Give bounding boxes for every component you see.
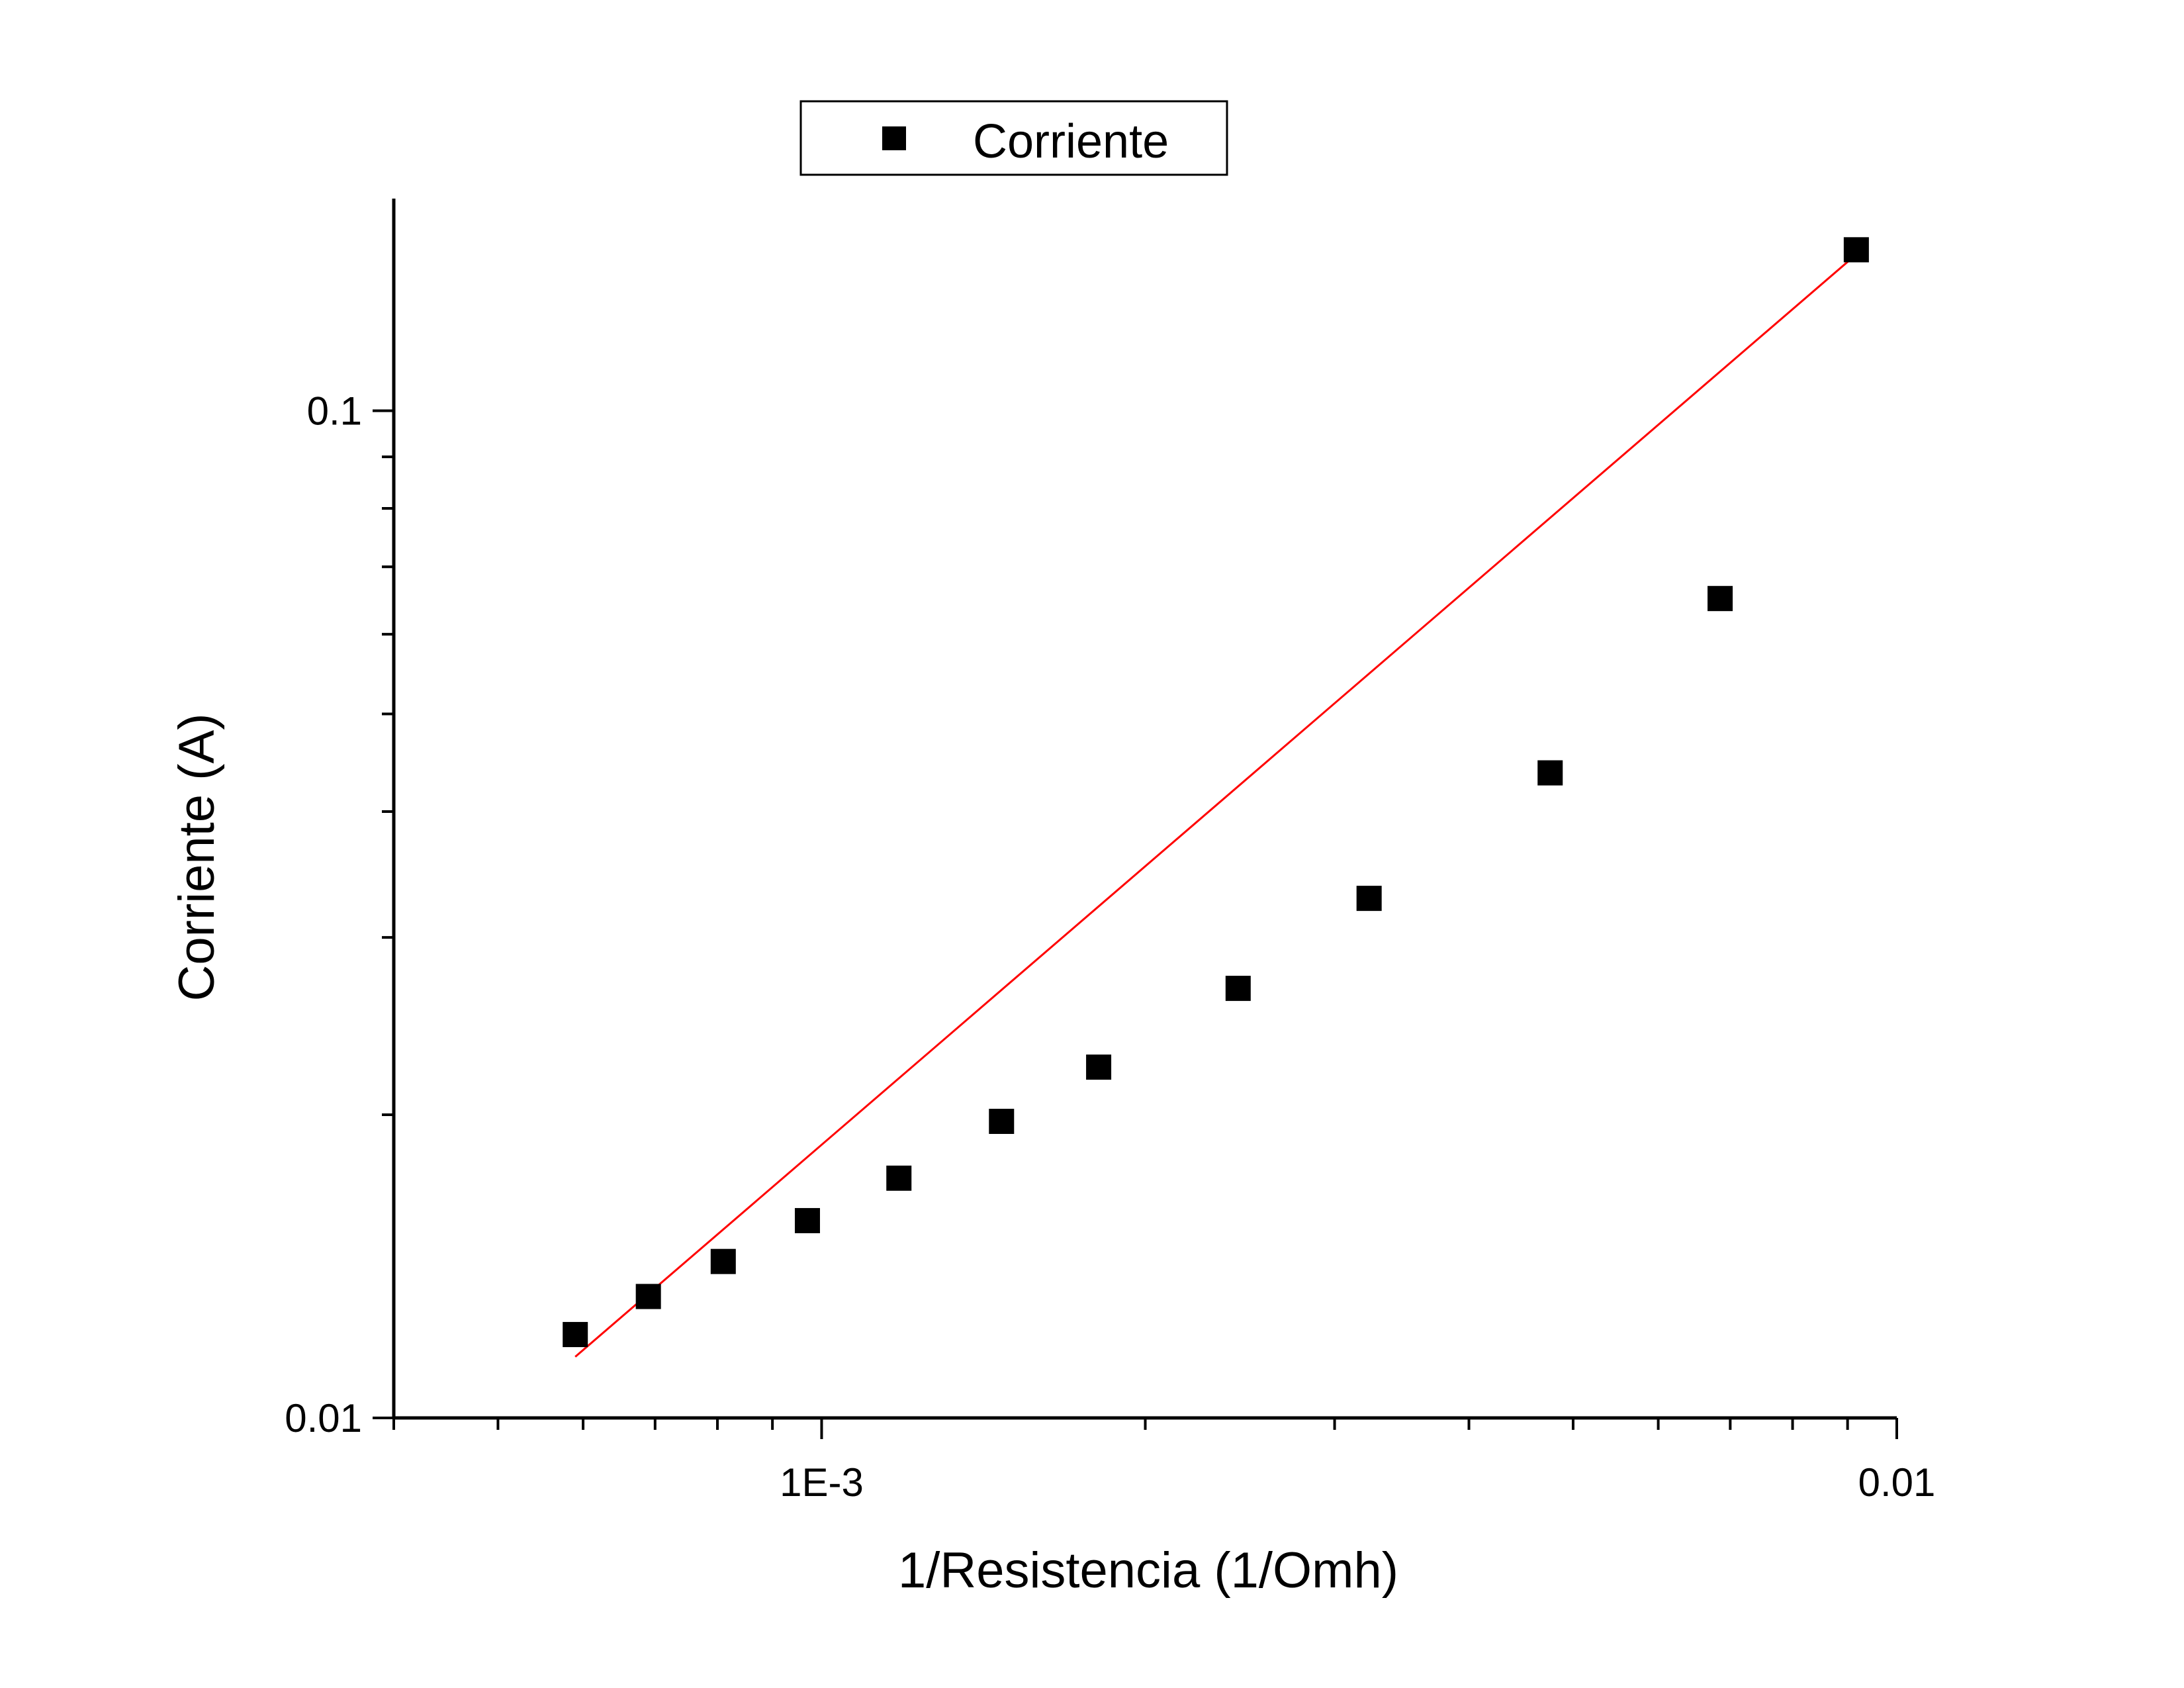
fit-line-layer	[575, 254, 1856, 1356]
data-point	[1707, 586, 1733, 611]
y-tick-label: 0.1	[307, 389, 362, 434]
x-tick-label: 0.01	[1858, 1460, 1936, 1505]
fit-line	[575, 254, 1856, 1356]
data-point	[1086, 1055, 1111, 1080]
plot-area: 1E-3 0.01 0.01 0.1	[285, 199, 1935, 1505]
data-point	[1537, 761, 1563, 786]
legend-marker-square	[882, 126, 906, 150]
y-axis-ticks	[373, 411, 394, 1418]
data-point	[886, 1166, 911, 1191]
y-axis-label: Corriente (A)	[169, 714, 225, 1002]
data-point	[989, 1109, 1014, 1134]
x-axis-tick-labels: 1E-3 0.01	[780, 1460, 1935, 1505]
legend-entry-corriente: Corriente	[973, 115, 1169, 168]
data-point	[1226, 976, 1251, 1001]
data-point	[711, 1249, 736, 1274]
x-tick-label: 1E-3	[780, 1460, 864, 1505]
legend: Corriente	[801, 101, 1227, 175]
y-tick-label: 0.01	[285, 1396, 362, 1440]
data-point	[795, 1208, 820, 1233]
y-axis-tick-labels: 0.01 0.1	[285, 389, 362, 1440]
data-point	[1357, 886, 1382, 911]
x-axis-ticks	[394, 1418, 1897, 1439]
data-point	[636, 1284, 661, 1309]
data-point	[563, 1322, 588, 1347]
data-points	[563, 237, 1869, 1347]
data-point	[1844, 237, 1869, 262]
x-axis-label: 1/Resistencia (1/Omh)	[898, 1542, 1398, 1599]
